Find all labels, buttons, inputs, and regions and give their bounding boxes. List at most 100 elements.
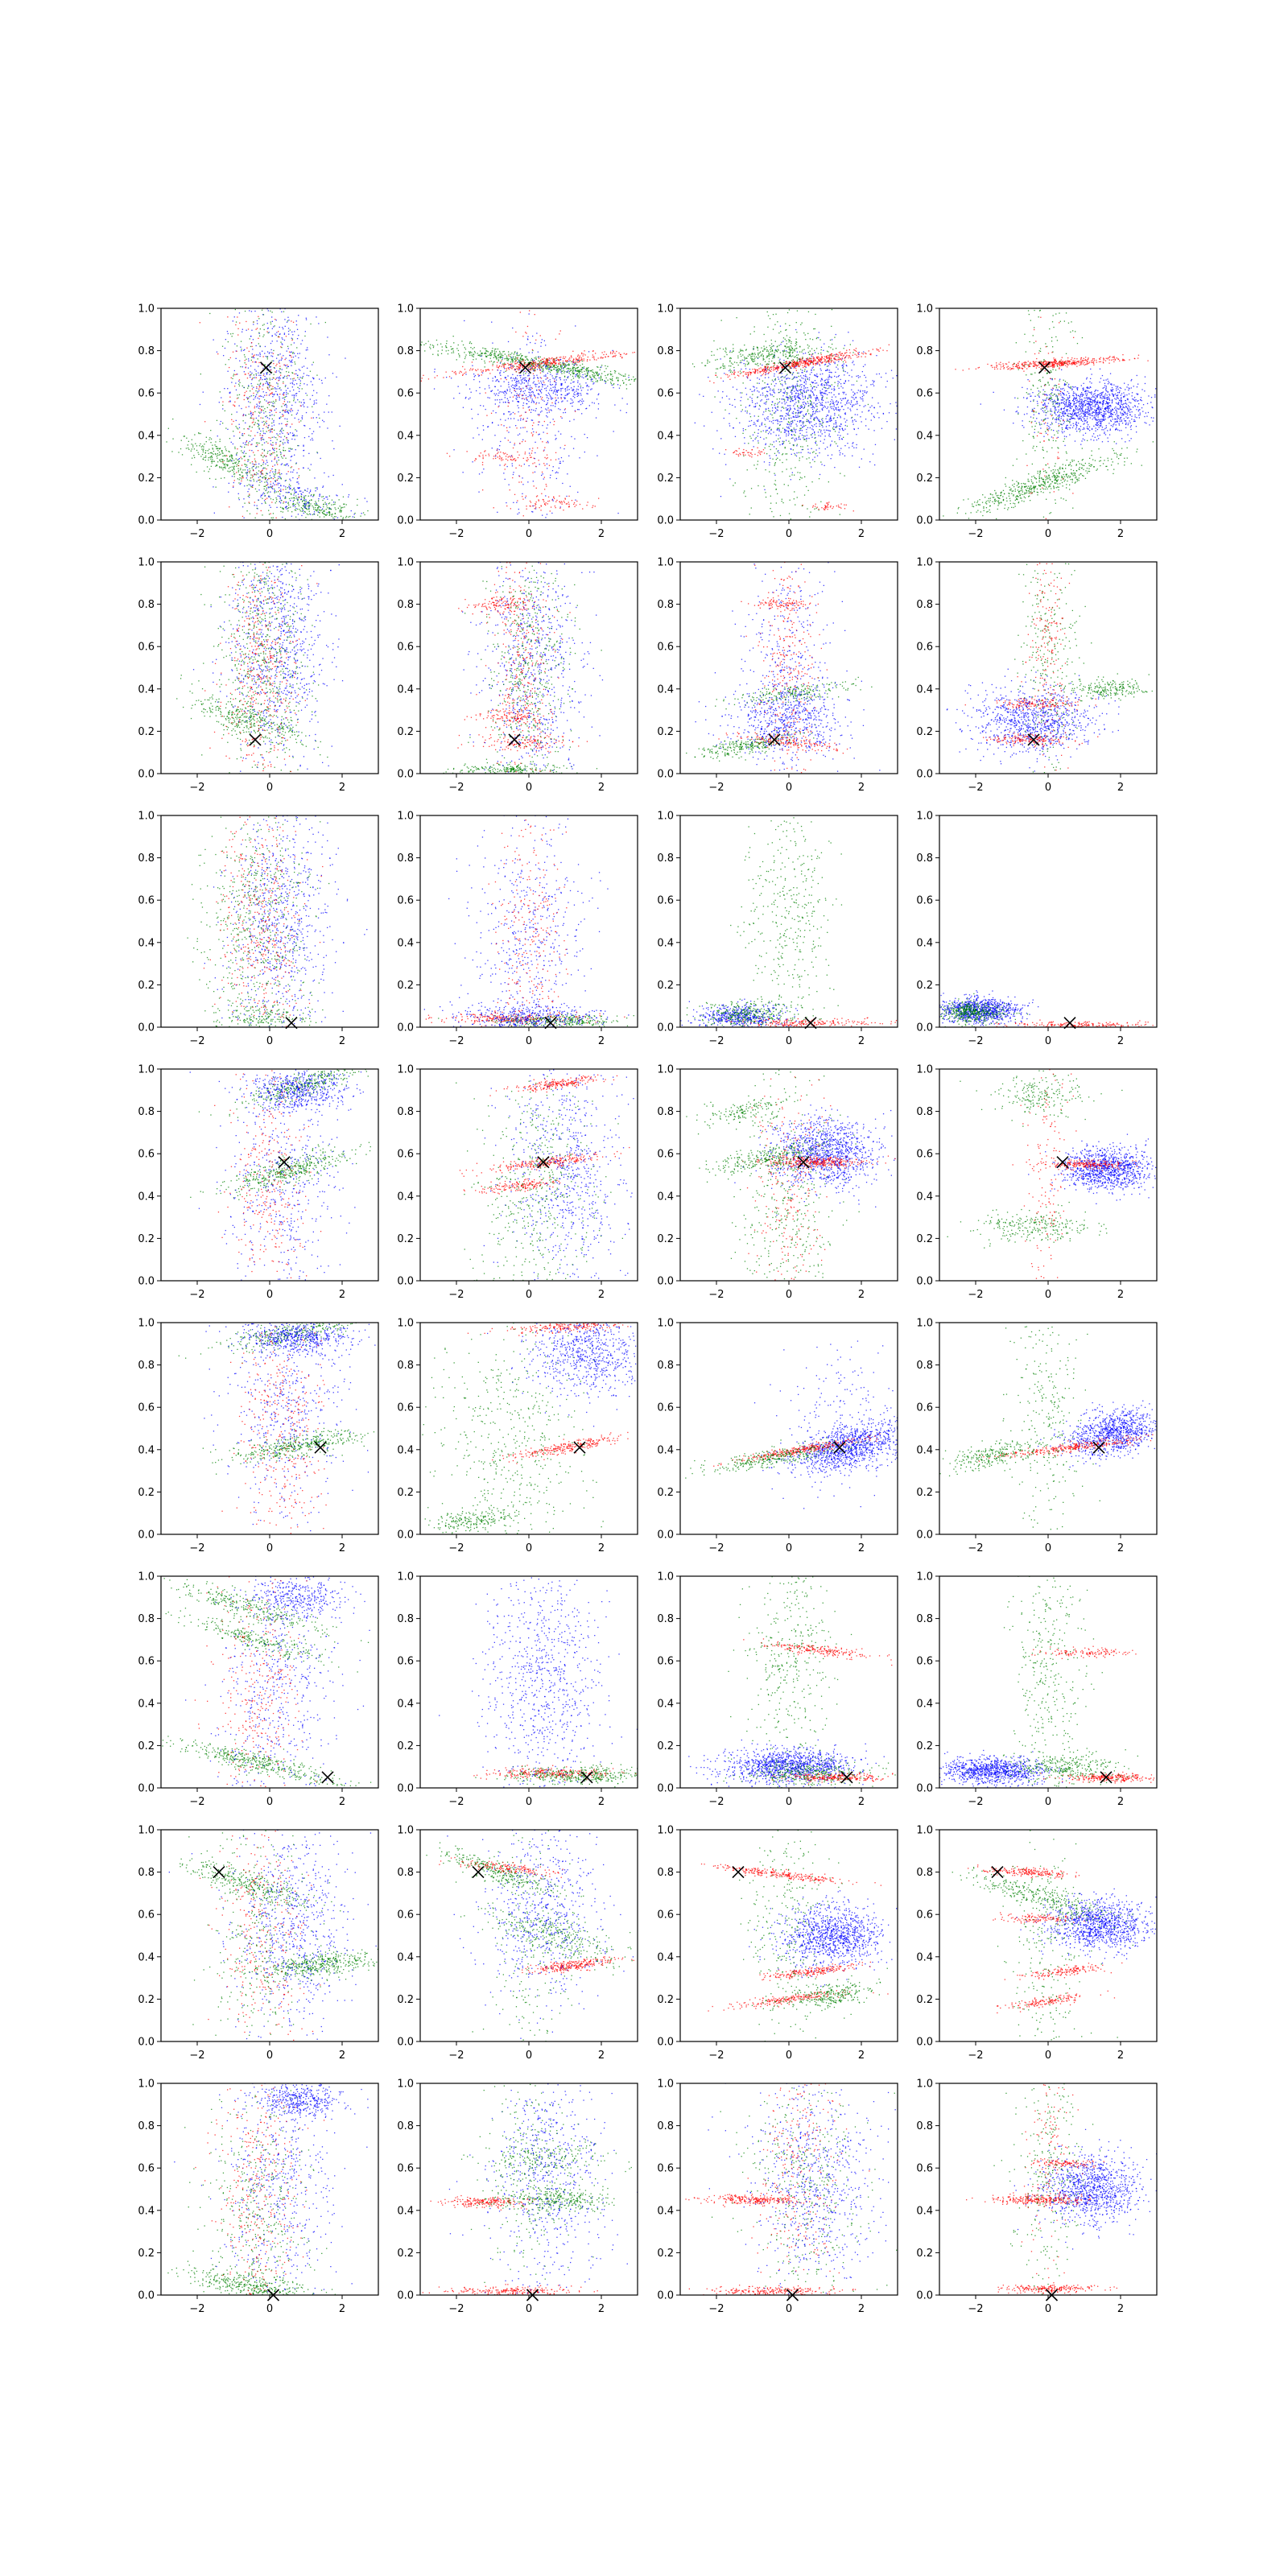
data-point — [284, 319, 285, 320]
data-point — [236, 358, 237, 359]
data-point — [304, 489, 305, 490]
data-point — [239, 405, 240, 406]
data-point — [225, 339, 226, 340]
data-point — [274, 436, 275, 437]
data-point — [564, 498, 565, 499]
data-point — [302, 340, 303, 341]
data-point — [482, 489, 483, 490]
data-point — [180, 448, 181, 449]
data-point — [284, 401, 285, 402]
data-point — [273, 422, 274, 423]
data-point — [287, 317, 288, 318]
data-point — [274, 402, 275, 403]
data-point — [830, 421, 831, 422]
data-point — [279, 387, 280, 388]
data-point — [530, 457, 531, 458]
data-point — [286, 508, 287, 509]
data-point — [759, 383, 760, 384]
data-point — [211, 452, 212, 453]
data-point — [313, 509, 314, 510]
data-point — [531, 391, 532, 392]
data-point — [232, 470, 233, 471]
data-point — [305, 358, 306, 359]
data-point — [550, 395, 551, 396]
data-point — [249, 414, 250, 415]
data-point — [529, 387, 530, 388]
data-point — [808, 394, 809, 395]
data-point — [277, 439, 278, 440]
data-point — [296, 324, 297, 325]
data-point — [217, 450, 218, 451]
data-point — [472, 369, 473, 370]
data-point — [314, 503, 315, 504]
data-point — [508, 341, 509, 342]
data-point — [326, 404, 327, 405]
data-point — [767, 416, 768, 417]
data-point — [294, 505, 295, 506]
data-point — [245, 469, 246, 470]
data-point — [581, 413, 582, 414]
data-point — [793, 372, 794, 373]
data-point — [268, 496, 269, 497]
data-point — [821, 347, 822, 348]
data-point — [237, 334, 238, 335]
data-point — [212, 461, 213, 462]
data-point — [297, 329, 298, 330]
data-point — [598, 357, 599, 358]
data-point — [235, 324, 236, 325]
data-point — [256, 329, 257, 330]
data-point — [251, 342, 252, 343]
data-point — [288, 334, 289, 335]
data-point — [718, 390, 719, 391]
data-point — [794, 391, 795, 392]
data-point — [617, 381, 618, 382]
data-point — [743, 430, 744, 431]
data-point — [262, 418, 263, 419]
data-point — [532, 463, 533, 464]
data-point — [494, 353, 495, 354]
data-point — [251, 450, 252, 451]
data-point — [555, 452, 556, 453]
data-point — [744, 360, 745, 361]
data-point — [303, 402, 304, 403]
data-point — [520, 353, 521, 354]
data-point — [282, 337, 283, 338]
data-point — [292, 382, 293, 383]
data-point — [287, 346, 288, 347]
data-point — [262, 456, 263, 457]
data-point — [281, 428, 282, 429]
data-point — [310, 503, 311, 504]
data-point — [495, 386, 496, 387]
data-point — [212, 457, 213, 458]
data-point — [795, 417, 796, 418]
data-point — [232, 476, 233, 477]
data-point — [239, 323, 240, 324]
data-point — [272, 379, 273, 380]
data-point — [504, 453, 505, 454]
data-point — [512, 374, 513, 375]
data-point — [508, 368, 509, 369]
data-point — [262, 385, 263, 386]
data-point — [451, 346, 452, 347]
data-point — [256, 354, 257, 355]
data-point — [564, 377, 565, 378]
data-point — [234, 448, 235, 449]
data-point — [268, 332, 269, 333]
data-point — [513, 474, 514, 475]
data-point — [266, 372, 267, 373]
data-point — [537, 365, 538, 366]
data-point — [269, 386, 270, 387]
data-point — [722, 397, 723, 398]
data-point — [239, 379, 240, 380]
data-point — [506, 454, 507, 455]
data-point — [538, 414, 539, 415]
data-point — [261, 495, 262, 496]
data-point — [540, 396, 541, 397]
data-point — [276, 408, 277, 409]
data-point — [203, 448, 204, 449]
data-point — [776, 435, 777, 436]
data-point — [198, 432, 199, 433]
data-point — [559, 362, 560, 363]
data-point — [271, 460, 272, 461]
data-point — [589, 360, 590, 361]
